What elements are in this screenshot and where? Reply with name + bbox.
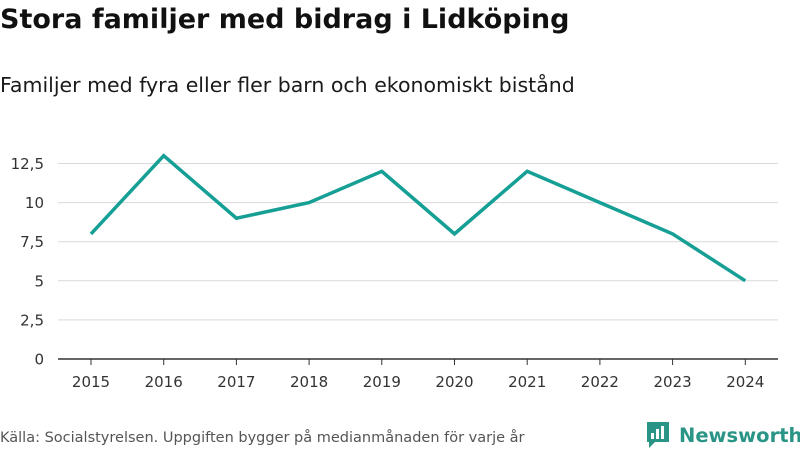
y-tick-label: 10 <box>25 194 44 212</box>
y-axis-tick-labels: 0 2,5 5 7,5 10 12,5 <box>11 155 44 369</box>
source-note: Källa: Socialstyrelsen. Uppgiften bygger… <box>0 430 525 446</box>
x-tick-label: 2024 <box>726 373 764 391</box>
grid-lines <box>58 163 778 321</box>
x-tick-label: 2022 <box>581 373 619 391</box>
x-tick-label: 2016 <box>145 373 183 391</box>
brand-logo[interactable]: Newsworthy <box>645 421 800 449</box>
x-axis: 2015 2016 2017 2018 2019 2020 2021 2022 2023 2024 <box>58 358 778 391</box>
y-tick-label: 5 <box>34 272 44 290</box>
x-tick-label: 2023 <box>654 373 692 391</box>
y-tick-label: 12,5 <box>11 155 44 173</box>
x-tick-label: 2018 <box>290 373 328 391</box>
data-series <box>89 153 747 283</box>
y-tick-label: 0 <box>34 351 44 369</box>
y-tick-label: 2,5 <box>20 311 44 329</box>
chart-title: Stora familjer med bidrag i Lidköping <box>0 4 570 35</box>
x-tick-label: 2021 <box>508 373 546 391</box>
x-tick-label: 2020 <box>435 373 473 391</box>
series-line <box>89 153 747 283</box>
newsworthy-logo-icon <box>647 422 669 448</box>
chart-subtitle: Familjer med fyra eller fler barn och ek… <box>0 73 575 97</box>
x-tick-label: 2017 <box>217 373 255 391</box>
x-tick-label: 2019 <box>363 373 401 391</box>
y-tick-label: 7,5 <box>20 233 44 251</box>
x-tick-label: 2015 <box>72 373 110 391</box>
brand-name: Newsworthy <box>679 423 800 447</box>
